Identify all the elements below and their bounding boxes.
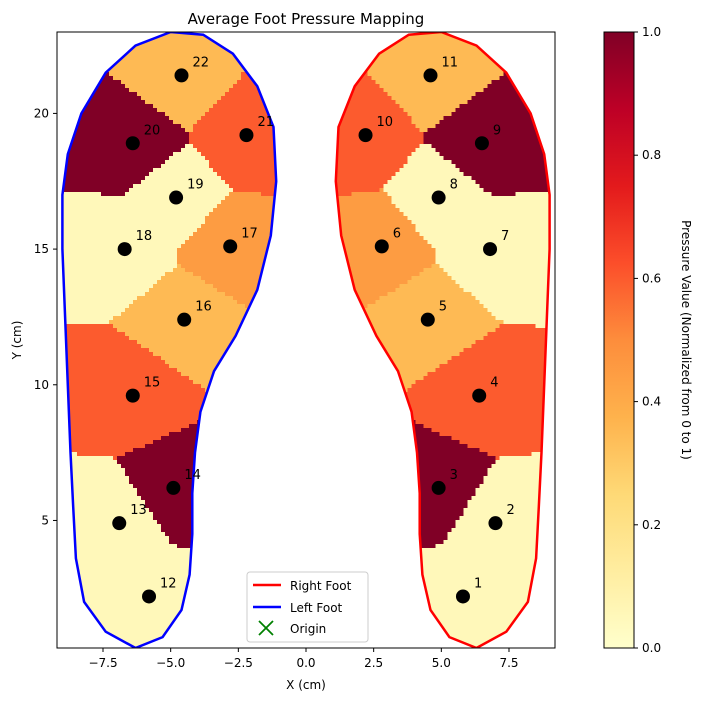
sensor-13-marker	[112, 516, 127, 531]
colorbar-tick-label: 0.8	[642, 148, 661, 162]
y-tick-label: 20	[34, 106, 49, 120]
sensor-15-marker	[125, 388, 140, 403]
sensor-11-marker	[423, 68, 438, 83]
sensor-2-label: 2	[506, 503, 514, 518]
x-tick-label: −7.5	[88, 656, 117, 670]
sensor-markers	[112, 68, 503, 604]
sensor-7-label: 7	[501, 229, 509, 244]
sensor-10-marker	[358, 128, 373, 143]
right-foot-pressure-regions	[335, 32, 550, 648]
x-tick-label: 2.5	[364, 656, 383, 670]
sensor-21-label: 21	[257, 115, 274, 130]
x-tick-label: −5.0	[156, 656, 185, 670]
sensor-1-marker	[455, 589, 470, 604]
sensor-7-marker	[483, 242, 498, 257]
sensor-1-label: 1	[474, 576, 482, 591]
sensor-18-label: 18	[136, 229, 153, 244]
legend-left-foot-label: Left Foot	[290, 601, 343, 615]
y-tick-label: 15	[34, 242, 49, 256]
sensor-22-marker	[174, 68, 189, 83]
x-tick-label: 5.0	[432, 656, 451, 670]
sensor-9-marker	[474, 136, 489, 151]
sensor-11-label: 11	[442, 55, 459, 70]
sensor-3-label: 3	[450, 468, 458, 483]
colorbar-tick-label: 0.6	[642, 271, 661, 285]
legend-origin-swatch	[258, 620, 274, 636]
y-tick-label: 5	[41, 513, 49, 527]
legend-box	[246, 571, 369, 643]
sensor-20-marker	[125, 136, 140, 151]
sensor-8-marker	[431, 190, 446, 205]
sensor-6-label: 6	[393, 226, 401, 241]
sensor-13-label: 13	[130, 503, 147, 518]
x-tick-label: 0.0	[296, 656, 315, 670]
x-tick-label: −2.5	[224, 656, 253, 670]
colorbar-label: Pressure Value (Normalized from 0 to 1)	[679, 220, 693, 460]
colorbar: 0.0 0.2 0.4 0.6 0.8 1.0 Pressure Value (Norma…	[603, 25, 693, 655]
sensor-14-label: 14	[184, 468, 201, 483]
right-foot-outline	[334, 32, 551, 648]
x-axis-label: X (cm)	[286, 678, 326, 692]
colorbar-tick-label: 0.4	[642, 395, 661, 409]
sensor-21-marker	[239, 128, 254, 143]
sensor-22-label: 22	[193, 55, 210, 70]
x-axis-ticks: −7.5 −5.0 −2.5 0.0 2.5 5.0 7.5	[88, 648, 519, 670]
colorbar-tick-label: 0.2	[642, 518, 661, 532]
sensor-15-label: 15	[144, 376, 161, 391]
y-axis-label: Y (cm)	[10, 321, 24, 361]
sensor-9-label: 9	[493, 123, 501, 138]
y-axis-ticks: 5 10 15 20	[34, 106, 57, 527]
sensor-19-marker	[169, 190, 184, 205]
sensor-16-label: 16	[195, 300, 212, 315]
sensor-17-marker	[223, 239, 238, 254]
sensor-14-marker	[166, 480, 181, 495]
legend: Right Foot Left Foot Origin	[246, 571, 369, 643]
x-tick-label: 7.5	[499, 656, 518, 670]
sensor-6-marker	[374, 239, 389, 254]
sensor-4-marker	[472, 388, 487, 403]
sensor-18-marker	[117, 242, 132, 257]
sensor-3-marker	[431, 480, 446, 495]
sensor-4-label: 4	[490, 376, 498, 391]
sensor-12-label: 12	[160, 576, 177, 591]
sensor-12-marker	[142, 589, 157, 604]
sensor-20-label: 20	[144, 123, 161, 138]
sensor-17-label: 17	[241, 226, 258, 241]
sensor-10-label: 10	[377, 115, 394, 130]
sensor-19-label: 19	[187, 178, 204, 193]
legend-right-foot-label: Right Foot	[290, 579, 352, 593]
sensor-2-marker	[488, 516, 503, 531]
sensor-16-marker	[177, 312, 192, 327]
colorbar-ticks: 0.0 0.2 0.4 0.6 0.8 1.0	[634, 25, 661, 655]
left-foot-outline	[61, 32, 278, 648]
y-tick-label: 10	[34, 378, 49, 392]
sensor-5-label: 5	[439, 300, 447, 315]
chart-title: Average Foot Pressure Mapping	[188, 10, 425, 28]
legend-origin-label: Origin	[290, 622, 326, 636]
colorbar-tick-label: 0.0	[642, 641, 661, 655]
sensor-8-label: 8	[450, 178, 458, 193]
sensor-5-marker	[420, 312, 435, 327]
colorbar-tick-label: 1.0	[642, 25, 661, 39]
colorbar-gradient	[603, 31, 635, 649]
